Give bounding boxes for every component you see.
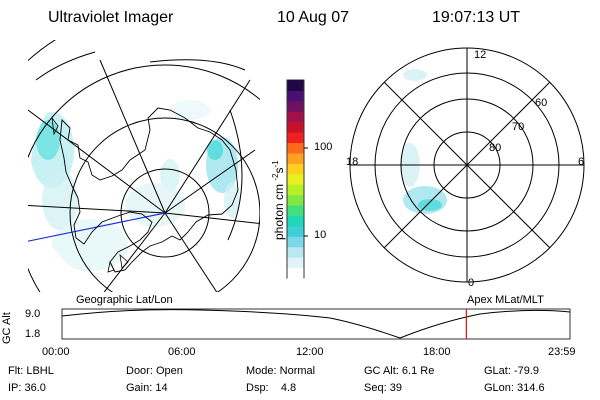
colorbar-cell [287,80,304,91]
time-tick-0000: 00:00 [42,346,70,358]
colorbar-cell [287,225,304,237]
colorbar-cell [287,173,304,185]
colorbar-cell [287,152,304,164]
info-door: Door: Open [126,365,183,377]
mlt-label-0: 0 [468,277,475,289]
mlt-label-18: 18 [346,156,359,168]
info-ip: IP: 36.0 [8,382,46,394]
colorbar-cell [287,111,304,123]
altitude-axis-label: GC Alt [1,312,13,344]
colorbar-cell [287,132,304,144]
time-tick-2359: 23:59 [548,346,576,358]
info-gc-alt: GC Alt: 6.1 Re [364,365,435,377]
info-mode: Mode: Normal [246,365,316,377]
coastline [59,107,239,273]
colorbar-cell [287,142,304,154]
mlat-label-80: 80 [489,142,502,154]
colorbar-cell [287,267,304,279]
colorbar-tick-100: 100 [314,141,333,153]
mlt-label-12: 12 [474,49,487,61]
colorbar-cell [287,257,304,269]
instrument-title: Ultraviolet Imager [48,9,174,26]
colorbar-unit-label: photon cm -2s-1 [271,160,286,240]
colorbar-cell [287,90,304,102]
altitude-plot [61,308,571,340]
colorbar-cell [287,184,304,196]
info-glon: GLon: 314.6 [484,382,545,394]
colorbar-cell [287,121,304,133]
colorbar-cell [287,194,304,206]
colorbar-cell [287,236,304,248]
magnetic-polar-map [349,47,585,283]
mlt-label-6: 6 [578,156,585,168]
colorbar-cell [287,246,304,258]
date-label: 10 Aug 07 [277,9,350,26]
info-dsp: Dsp: 4.8 [246,382,297,394]
colorbar-cell [287,215,304,227]
time-tick-0600: 06:00 [168,346,196,358]
time-tick-1200: 12:00 [296,346,324,358]
mlat-label-60: 60 [535,97,548,109]
subsatellite-longitude-line [28,212,166,242]
time-tick-1800: 18:00 [423,346,451,358]
colorbar-cell [287,205,304,216]
geographic-map [28,40,260,292]
colorbar-cell [287,163,304,175]
colorbar [286,79,308,279]
mag-map-caption: Apex MLat/MLT [467,294,544,306]
colorbar-tick-10: 10 [314,229,327,241]
info-filter: Flt: LBHL [8,365,54,377]
altitude-tick-high: 9.0 [25,308,41,320]
altitude-tick-low: 1.8 [25,328,41,340]
geo-map-caption: Geographic Lat/Lon [76,294,173,306]
info-gain: Gain: 14 [126,382,168,394]
mlat-label-70: 70 [512,121,525,133]
colorbar-cell [287,100,304,112]
time-label: 19:07:13 UT [432,9,521,26]
info-glat: GLat: -79.9 [484,365,540,377]
info-seq: Seq: 39 [364,382,402,394]
